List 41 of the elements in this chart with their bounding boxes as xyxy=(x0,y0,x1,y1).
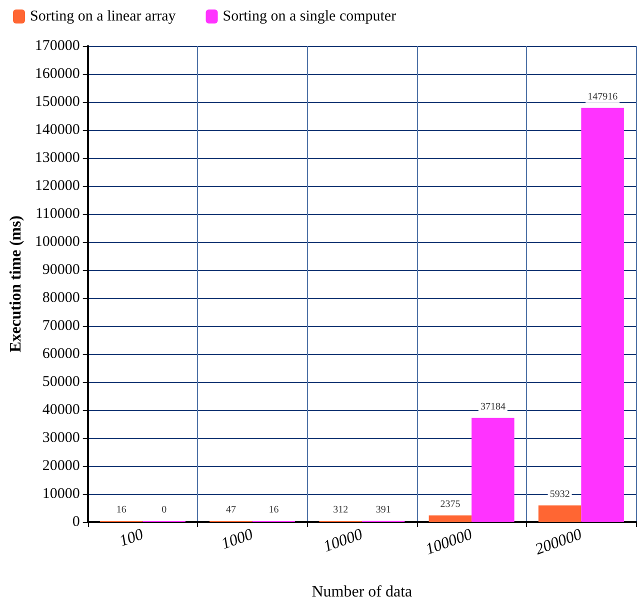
legend-label: Sorting on a linear array xyxy=(30,8,176,24)
bar xyxy=(472,418,514,522)
y-tick-label: 30000 xyxy=(42,430,80,446)
data-label: 0 xyxy=(162,504,167,516)
y-tick-label: 130000 xyxy=(34,150,80,166)
data-label: 391 xyxy=(376,504,391,516)
y-tick-label: 60000 xyxy=(42,346,80,362)
data-label: 47 xyxy=(226,504,236,516)
y-tick-label: 110000 xyxy=(35,206,80,222)
y-tick-label: 0 xyxy=(72,514,80,530)
y-tick-label: 90000 xyxy=(42,262,80,278)
bar xyxy=(581,108,624,522)
y-axis-title: Execution time (ms) xyxy=(8,216,24,352)
bar xyxy=(538,505,582,522)
y-tick-label: 10000 xyxy=(42,486,80,502)
x-tick-label: 1000 xyxy=(219,526,256,553)
bar xyxy=(428,515,472,522)
data-label: 147916 xyxy=(588,91,618,102)
y-tick-label: 40000 xyxy=(42,402,80,418)
data-label: 312 xyxy=(333,504,348,516)
y-tick-label: 80000 xyxy=(42,290,80,306)
data-label: 5932 xyxy=(550,488,570,500)
y-tick-label: 150000 xyxy=(34,94,80,110)
x-tick-label: 200000 xyxy=(533,526,584,558)
data-label: 16 xyxy=(268,504,279,516)
y-tick-label: 100000 xyxy=(34,234,80,250)
x-tick-label: 10000 xyxy=(321,526,365,556)
legend-label: Sorting on a single computer xyxy=(222,8,396,24)
x-tick-label: 100000 xyxy=(424,526,474,558)
y-tick-label: 140000 xyxy=(34,122,80,138)
y-tick-label: 20000 xyxy=(42,458,80,474)
y-tick-label: 170000 xyxy=(34,38,80,54)
y-tick-label: 120000 xyxy=(34,178,80,194)
data-label: 2375 xyxy=(440,498,460,510)
x-axis-title: Number of data xyxy=(312,584,412,600)
y-tick-label: 160000 xyxy=(34,66,80,82)
y-tick-label: 70000 xyxy=(42,318,80,334)
x-tick-label: 100 xyxy=(117,526,146,550)
y-tick-label: 50000 xyxy=(42,374,80,390)
data-label: 16 xyxy=(116,504,126,516)
data-label: 37184 xyxy=(480,401,506,412)
